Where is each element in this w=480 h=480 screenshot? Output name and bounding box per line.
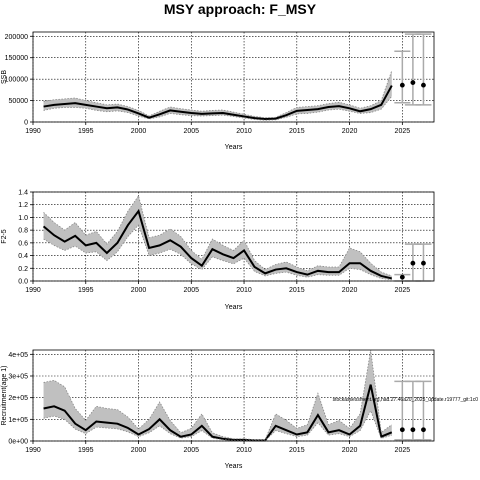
- y-tick-label: 1e+05: [8, 417, 28, 424]
- median-line: [42, 208, 393, 280]
- x-tick-label: 2025: [395, 287, 411, 294]
- lower-bound-line: [43, 409, 392, 441]
- x-tick-label: 2010: [236, 447, 252, 454]
- y-tick-label: 0.6: [18, 240, 28, 247]
- y-tick-label: 0: [24, 120, 28, 127]
- y-axis-label: Recruitment(age 1): [1, 366, 8, 426]
- x-axis-label: Years: [225, 463, 243, 470]
- projection-point: [410, 427, 416, 433]
- y-tick-label: 200000: [5, 34, 28, 41]
- x-tick-label: 2005: [184, 447, 200, 454]
- projection-point: [410, 80, 416, 85]
- y-tick-label: 1.0: [18, 215, 28, 222]
- x-axis-label: Years: [225, 304, 243, 311]
- x-tick-label: 1990: [25, 287, 41, 294]
- x-tick-label: 2025: [395, 128, 411, 135]
- median-line: [43, 85, 393, 121]
- projection-point: [410, 260, 416, 266]
- confidence-band: [43, 70, 392, 121]
- x-tick-label: 1990: [25, 128, 41, 135]
- x-tick-label: 2000: [131, 128, 147, 135]
- x-tick-label: 2000: [131, 287, 147, 294]
- x-tick-label: 2010: [236, 287, 252, 294]
- x-tick-label: 2020: [342, 128, 358, 135]
- x-tick-label: 2010: [236, 128, 252, 135]
- x-tick-label: 2025: [395, 447, 411, 454]
- source-annotation: stockassessment.org,had.27.46a20_2025_up…: [333, 397, 479, 403]
- x-tick-label: 1990: [25, 447, 41, 454]
- y-tick-label: 4e+05: [8, 352, 28, 359]
- y-tick-label: 50000: [9, 98, 29, 105]
- figure-title: MSY approach: F_MSY: [164, 1, 317, 17]
- projection-point: [421, 260, 426, 266]
- y-tick-label: 1.2: [18, 202, 28, 209]
- median-line: [43, 384, 393, 442]
- confidence-band: [43, 350, 392, 441]
- projection-point: [421, 427, 426, 433]
- x-tick-label: 2015: [289, 287, 305, 294]
- lower-bound-line: [43, 96, 393, 121]
- x-tick-label: 2020: [342, 287, 358, 294]
- panel-1: 1990 1995 2000 2005 2010 2015 2020 2025 0 50000 10…: [1, 31, 435, 151]
- y-tick-label: 0.8: [18, 228, 28, 235]
- y-axis-label: SSB: [1, 70, 8, 84]
- upper-bound-line: [43, 349, 393, 441]
- upper-bound-line: [43, 194, 392, 277]
- x-tick-label: 1995: [78, 287, 94, 294]
- y-tick-label: 150000: [5, 55, 28, 62]
- y-tick-label: 0.2: [18, 266, 28, 273]
- projection-point: [399, 274, 405, 280]
- x-axis-label: Years: [225, 144, 243, 151]
- x-tick-label: 1995: [78, 128, 94, 135]
- lower-bound-line: [43, 224, 392, 281]
- x-tick-label: 1995: [78, 447, 94, 454]
- y-tick-label: 100000: [5, 77, 28, 84]
- y-tick-label: 2e+05: [8, 395, 28, 402]
- plot-frame: [32, 31, 435, 123]
- y-tick-label: 3e+05: [8, 374, 28, 381]
- projection-point: [399, 427, 405, 433]
- x-tick-label: 2000: [131, 447, 147, 454]
- plot-frame: [32, 191, 435, 282]
- x-tick-label: 2015: [289, 447, 305, 454]
- y-axis-label: F2-5: [1, 229, 8, 244]
- y-tick-label: 0e+00: [8, 439, 28, 446]
- x-tick-label: 2005: [184, 128, 200, 135]
- panel-3: 1990 1995 2000 2005 2010 2015 2020 2025 0e+00 1e+…: [1, 349, 479, 470]
- y-tick-label: 1.4: [18, 190, 28, 197]
- y-tick-label: 0.4: [18, 253, 28, 260]
- projection-point: [421, 82, 426, 88]
- x-tick-label: 2020: [342, 447, 358, 454]
- projection-point: [399, 82, 405, 88]
- plot-frame: [32, 349, 435, 442]
- panel-2: 1990 1995 2000 2005 2010 2015 2020 2025 0.0 0.2 0.…: [1, 190, 435, 311]
- x-tick-label: 2005: [184, 287, 200, 294]
- x-tick-label: 2015: [289, 128, 305, 135]
- confidence-band: [43, 195, 392, 280]
- y-tick-label: 0.0: [18, 279, 28, 286]
- panels: 1990 1995 2000 2005 2010 2015 2020 2025 0 50000 10…: [1, 31, 479, 470]
